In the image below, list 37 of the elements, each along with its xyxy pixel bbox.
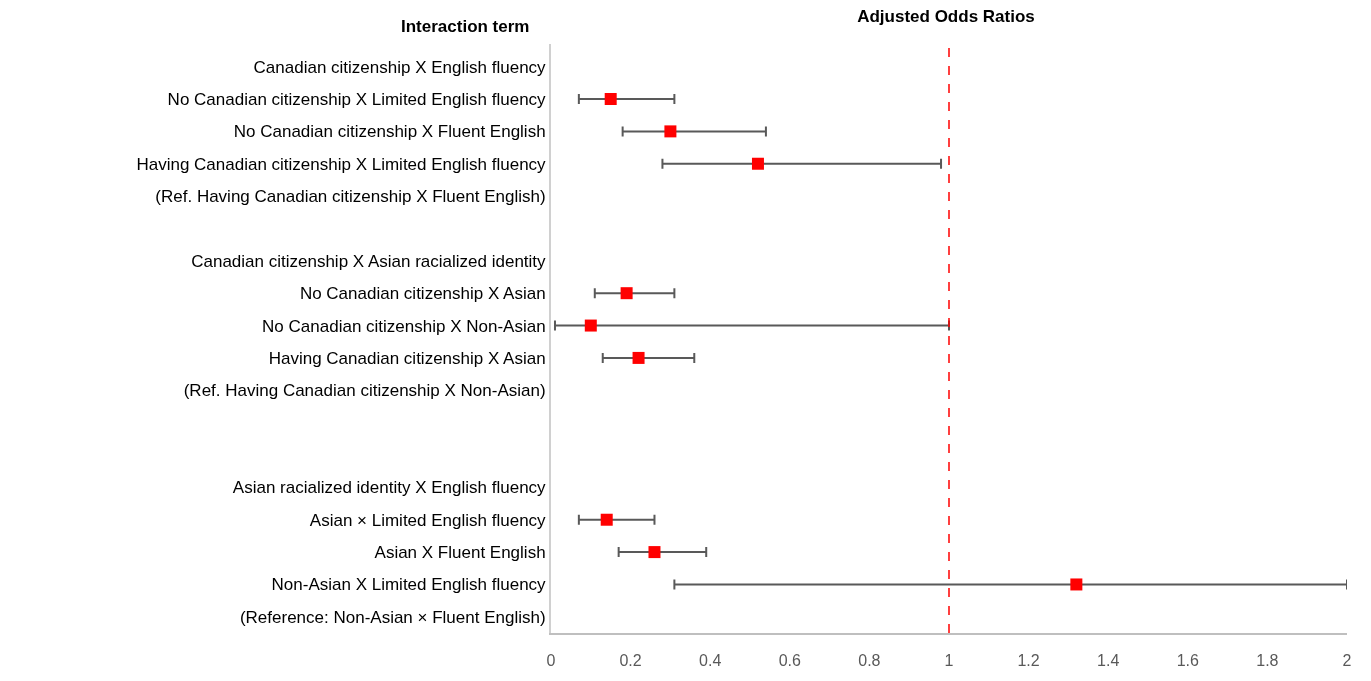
y-tick-label: (Ref. Having Canadian citizenship X Fluent English) (155, 187, 546, 207)
x-tick-label: 1 (944, 652, 954, 670)
chart-title: Adjusted Odds Ratios (857, 7, 1035, 27)
point (751, 157, 764, 170)
y-tick-label: Asian racialized identity X English fluency (232, 478, 547, 498)
y-tick-label: No Canadian citizenship X Fluent English (233, 122, 546, 142)
y-tick-label: Asian × Limited English fluency (309, 510, 547, 530)
y-tick-label: No Canadian citizenship X Asian (299, 284, 546, 304)
y-tick-label: No Canadian citizenship X Limited English fluency (167, 89, 547, 109)
point (632, 351, 645, 364)
point (648, 546, 661, 559)
x-tick-label: 2 (1342, 652, 1352, 670)
y-tick-label: Having Canadian citizenship X Asian (268, 348, 546, 368)
y-tick-label: (Reference: Non-Asian × Fluent English) (239, 607, 546, 627)
y-tick-label: Having Canadian citizenship X Limited English fluency (136, 154, 547, 174)
x-tick-label: 1.6 (1176, 652, 1200, 670)
point (620, 287, 633, 300)
y-axis-title: Interaction term (401, 17, 530, 36)
x-tick-label: 1.8 (1256, 652, 1279, 670)
y-tick-label: Non-Asian X Limited English fluency (271, 575, 547, 595)
x-tick-label: 0.4 (699, 652, 722, 670)
point (600, 513, 613, 526)
point (584, 319, 597, 332)
x-tick-label: 0.2 (619, 652, 642, 670)
x-tick-label: 1.2 (1017, 652, 1040, 670)
point (664, 125, 677, 138)
y-tick-label: Asian X Fluent English (374, 543, 546, 563)
x-tick-label: 1.4 (1097, 652, 1120, 670)
y-tick-label: Canadian citizenship X Asian racialized identity (191, 251, 547, 271)
y-tick-label: No Canadian citizenship X Non-Asian (262, 316, 546, 336)
x-tick-label: 0 (546, 652, 556, 670)
x-tick-label: 0.6 (778, 652, 802, 670)
point (604, 93, 617, 106)
y-tick-label: (Ref. Having Canadian citizenship X Non-Asian) (183, 381, 546, 401)
point (1070, 578, 1083, 591)
y-tick-label: Canadian citizenship X English fluency (253, 57, 547, 77)
x-tick-label: 0.8 (858, 652, 881, 670)
